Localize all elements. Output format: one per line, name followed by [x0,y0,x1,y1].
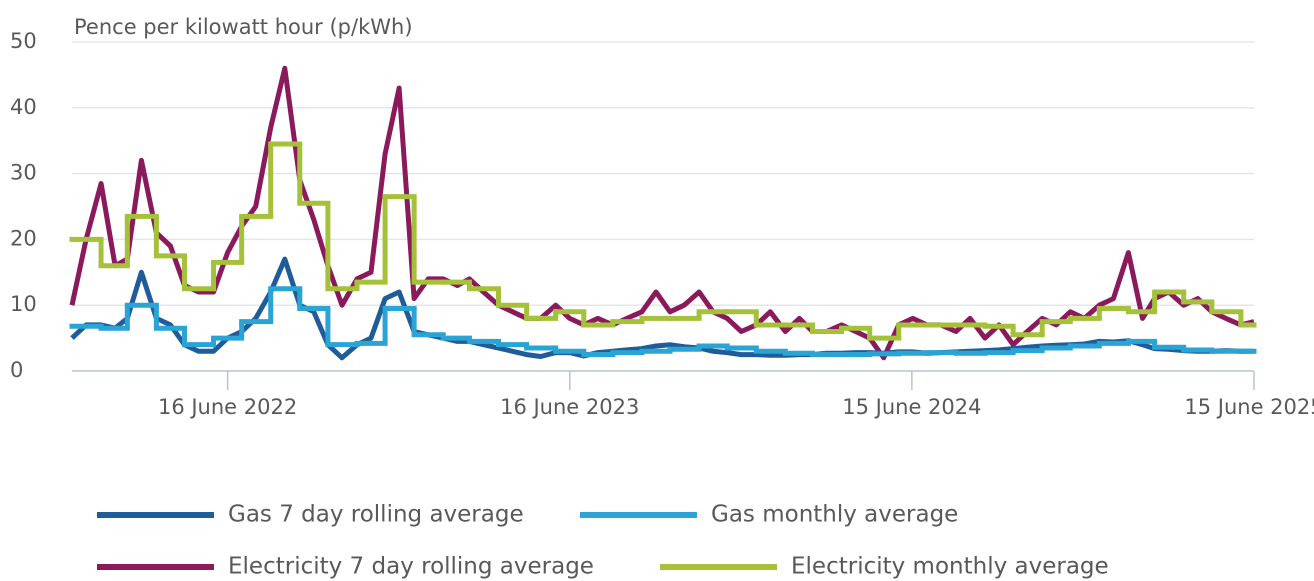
monthly-step-line [69,141,1257,341]
y-tick-label: 30 [10,161,37,185]
legend-label: Gas 7 day rolling average [228,502,524,528]
legend-label: Electricity monthly average [791,554,1109,580]
rolling-line [70,256,1254,361]
y-axis-title: Pence per kilowatt hour (p/kWh) [74,15,413,39]
legend-label: Electricity 7 day rolling average [228,554,594,580]
x-tick-label: 15 June 2025 [1184,395,1314,419]
y-tick-label: 0 [10,358,23,382]
rolling-line [69,65,1255,361]
y-tick-label: 10 [10,292,37,316]
legend-label: Gas monthly average [711,502,958,528]
x-tick-label: 15 June 2024 [842,395,981,419]
x-tick-label: 16 June 2023 [500,395,639,419]
monthly-step-line [69,286,1257,358]
x-tick-label: 16 June 2022 [158,395,297,419]
y-tick-label: 20 [10,226,37,250]
y-tick-label: 40 [10,95,37,119]
y-tick-label: 50 [10,29,37,53]
